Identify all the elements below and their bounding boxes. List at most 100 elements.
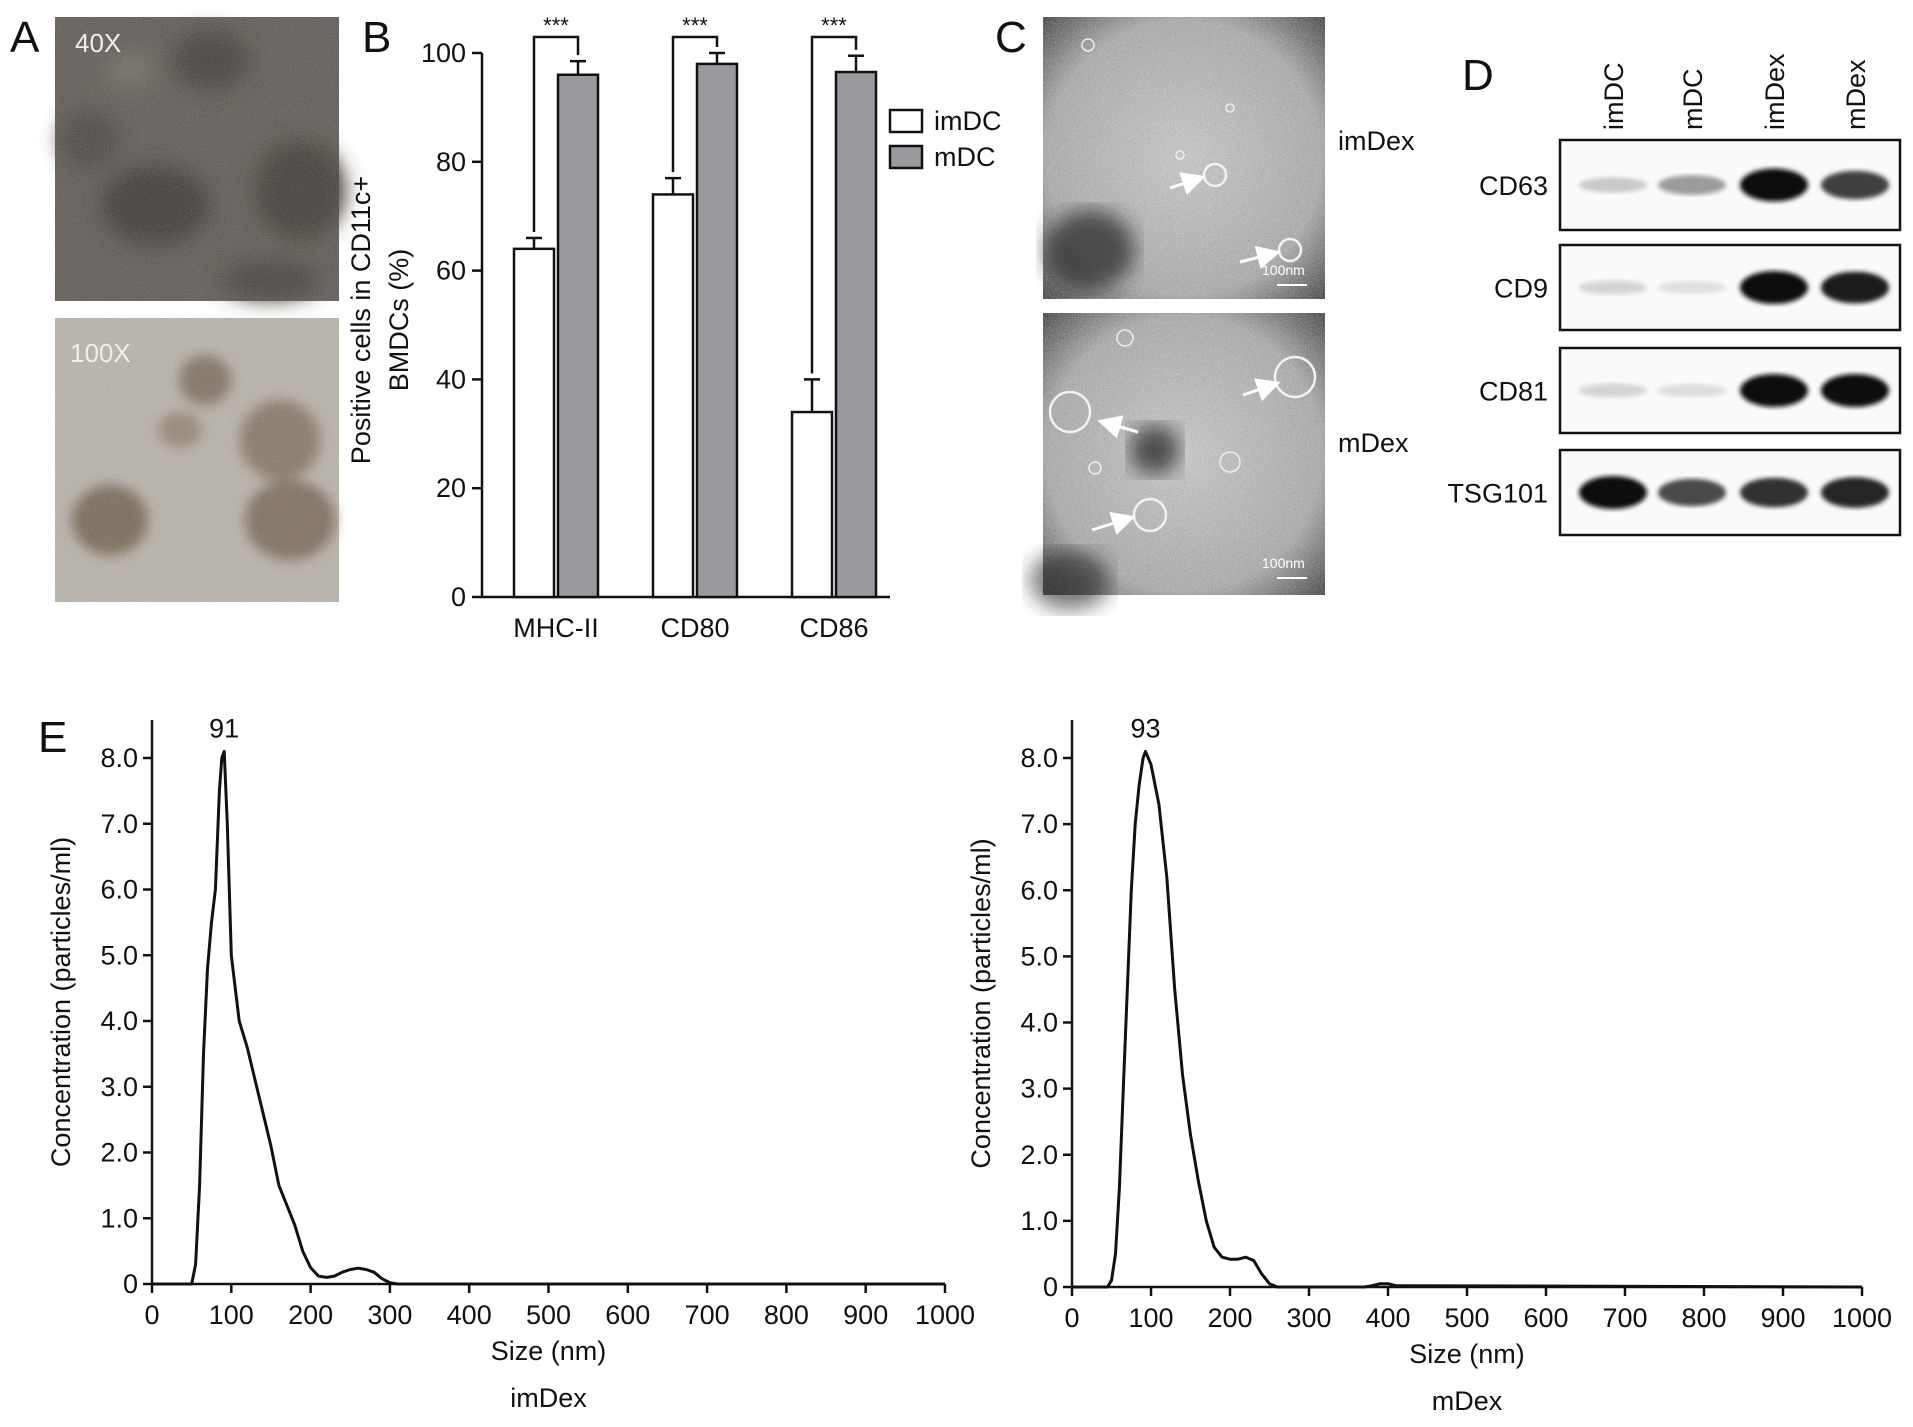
nta-y-tick-label: 1.0 <box>1020 1206 1058 1236</box>
nta-x-tick-label: 300 <box>367 1300 412 1330</box>
nta-x-tick-label: 900 <box>1760 1303 1805 1333</box>
nta-curve <box>152 749 945 1286</box>
nta-x-tick-label: 100 <box>1128 1303 1173 1333</box>
nta-y-axis-label: Concentration (particles/ml) <box>966 838 996 1168</box>
magnification-label-40x: 40X <box>75 28 121 58</box>
nta-y-tick-label: 6.0 <box>100 875 138 905</box>
nta-x-tick-label: 500 <box>1444 1303 1489 1333</box>
blot-band <box>1821 374 1889 407</box>
micrograph-100x: 100X <box>55 318 339 602</box>
blot-band <box>1579 383 1647 398</box>
nta-x-tick-label: 1000 <box>915 1300 975 1330</box>
nta-x-axis-label: Size (nm) <box>1409 1339 1525 1369</box>
vesicle <box>1048 390 1092 434</box>
panel-letter-b: B <box>362 13 391 62</box>
micrograph-40x: 40X <box>55 17 345 301</box>
vesicle <box>1273 355 1317 399</box>
tem-image-mdex: 100nm mDex <box>1030 313 1409 610</box>
panel-b: B Positive cells in CD11c+ BMDCs (%) 0 20… <box>346 13 1002 643</box>
bar-mdc <box>695 62 739 599</box>
bar-mdc <box>834 70 878 599</box>
blot-band <box>1579 476 1647 509</box>
blot-label-cd63: CD63 <box>1479 171 1548 201</box>
blot-band <box>1821 170 1889 200</box>
panel-d: D imDC mDC imDex mDex CD63 CD9 CD81 TSG101 <box>1447 51 1902 537</box>
arrow-icon <box>1239 245 1281 270</box>
nta-y-tick-label: 5.0 <box>100 940 138 970</box>
nta-x-tick-label: 0 <box>1064 1303 1079 1333</box>
bar-y-tick-label: 20 <box>436 473 466 503</box>
nta-y-tick-label: 3.0 <box>100 1072 138 1102</box>
blot-label-cd9: CD9 <box>1494 274 1548 304</box>
legend-swatch-imdc <box>888 108 924 134</box>
nta-x-tick-label: 700 <box>1602 1303 1647 1333</box>
nta-y-tick-label: 5.0 <box>1020 941 1058 971</box>
nta-x-tick-label: 200 <box>1207 1303 1252 1333</box>
nta-sample-label: mDex <box>1432 1386 1503 1416</box>
nta-y-tick-label: 0 <box>1043 1272 1058 1302</box>
bar-y-axis-label-line2: BMDCs (%) <box>384 249 414 392</box>
nta-y-tick-label: 8.0 <box>100 743 138 773</box>
nta-x-tick-label: 500 <box>526 1300 571 1330</box>
nta-sample-label: imDex <box>510 1383 587 1413</box>
blot-band <box>1579 280 1647 295</box>
arrow-icon <box>1169 172 1206 196</box>
nta-y-tick-label: 0 <box>123 1269 138 1299</box>
significance-bracket <box>532 35 580 232</box>
panel-letter-e: E <box>38 713 67 762</box>
scale-bar-label: 100nm <box>1262 262 1305 278</box>
nta-x-axis-label: Size (nm) <box>491 1336 607 1366</box>
bar-y-tick-label: 60 <box>436 256 466 286</box>
significance-bracket <box>810 35 858 374</box>
nta-y-tick-label: 4.0 <box>1020 1008 1058 1038</box>
nta-x-tick-label: 700 <box>685 1300 730 1330</box>
nta-y-tick-label: 3.0 <box>1020 1074 1058 1104</box>
nta-x-tick-label: 300 <box>1286 1303 1331 1333</box>
nta-x-tick-label: 600 <box>605 1300 650 1330</box>
nta-y-tick-label: 4.0 <box>100 1006 138 1036</box>
bar-category-label: CD86 <box>799 613 868 643</box>
significance-label: *** <box>543 13 569 38</box>
legend-label-mdc: mDC <box>934 142 996 172</box>
bar-imdc <box>512 247 556 599</box>
legend-swatch-mdc <box>888 144 924 170</box>
blot-band <box>1658 478 1726 507</box>
nta-y-tick-label: 7.0 <box>100 809 138 839</box>
nta-x-tick-label: 100 <box>209 1300 254 1330</box>
bar-y-axis-label-line1: Positive cells in CD11c+ <box>346 176 376 464</box>
blot-band <box>1658 175 1726 195</box>
blot-band <box>1740 477 1808 508</box>
bar-y-tick-label: 40 <box>436 364 466 394</box>
nta-x-tick-label: 800 <box>764 1300 809 1330</box>
lane-label-imdex: imDex <box>1760 53 1790 130</box>
blot-band <box>1579 177 1647 193</box>
blot-band <box>1658 383 1726 398</box>
legend-label-imdc: imDC <box>934 106 1002 136</box>
bar-imdc <box>651 193 695 599</box>
arrow-icon <box>1091 511 1136 535</box>
blot-band <box>1740 271 1808 304</box>
bar-mdc <box>556 73 600 599</box>
nta-peak-label: 93 <box>1130 713 1160 743</box>
nta-chart-mdex: 0 1.0 2.0 3.0 4.0 5.0 6.0 7.0 8.0 0 100 200 300 400 50… <box>966 713 1892 1416</box>
panel-letter-d: D <box>1462 51 1494 100</box>
nta-x-tick-label: 600 <box>1523 1303 1568 1333</box>
nta-x-tick-label: 200 <box>288 1300 333 1330</box>
blot-band <box>1740 374 1808 407</box>
tem-label-mdex: mDex <box>1338 428 1409 458</box>
nta-y-tick-label: 2.0 <box>100 1138 138 1168</box>
blot-label-cd81: CD81 <box>1479 377 1548 407</box>
blot-band <box>1821 271 1889 304</box>
nta-curve <box>1072 749 1863 1289</box>
nta-y-tick-label: 6.0 <box>1020 875 1058 905</box>
lane-label-mdex: mDex <box>1841 59 1871 130</box>
panel-letter-c: C <box>995 13 1027 62</box>
nta-chart-imdex: 0 1.0 2.0 3.0 4.0 5.0 6.0 7.0 8.0 0 100 200 300 400 50… <box>46 713 975 1413</box>
magnification-label-100x: 100X <box>70 338 131 368</box>
tem-image-imdex: 100nm imDex <box>1043 17 1415 299</box>
nta-y-tick-label: 7.0 <box>1020 809 1058 839</box>
blot-band <box>1740 168 1808 202</box>
panel-a: A 40X 100X <box>10 13 345 602</box>
panel-e: E 0 1.0 2.0 3.0 4.0 5.0 6.0 7.0 8.0 0 100 200 300 400… <box>38 713 1892 1416</box>
